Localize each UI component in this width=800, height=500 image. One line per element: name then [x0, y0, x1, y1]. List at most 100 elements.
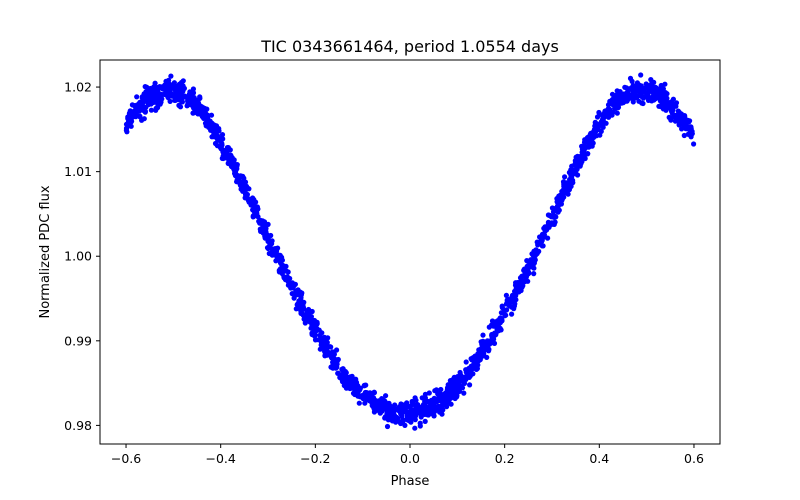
data-point [147, 97, 153, 103]
data-point [588, 139, 595, 145]
data-point [232, 171, 238, 177]
data-point [339, 379, 346, 385]
data-point [438, 386, 444, 393]
data-point [461, 390, 467, 396]
data-point [370, 395, 377, 401]
x-axis: −0.6 −0.4 −0.2 0.0 0.2 0.4 0.6 [111, 444, 704, 466]
data-point [319, 330, 325, 336]
data-point [561, 181, 567, 187]
data-point [262, 233, 268, 239]
data-point [288, 285, 294, 291]
data-point [258, 228, 264, 234]
data-point [314, 327, 320, 333]
data-point [285, 269, 291, 275]
data-point [687, 118, 693, 124]
data-point [303, 314, 309, 320]
data-point [579, 146, 586, 152]
data-point [383, 393, 389, 399]
data-point [491, 340, 498, 346]
data-point [167, 98, 173, 104]
data-point [566, 169, 573, 176]
data-point [142, 91, 148, 97]
data-point [463, 359, 469, 365]
data-point [499, 305, 505, 311]
data-point [134, 94, 140, 100]
data-point [137, 105, 143, 111]
data-point [513, 297, 519, 303]
y-tick-label: 1.01 [64, 164, 92, 179]
data-point [335, 370, 341, 376]
data-point [629, 93, 636, 99]
data-point [553, 205, 559, 211]
data-point [435, 391, 441, 397]
x-tick-label: −0.2 [300, 451, 330, 466]
data-point [329, 353, 335, 359]
data-point [520, 278, 527, 284]
data-point [627, 75, 634, 81]
data-point [595, 127, 601, 133]
data-point [407, 404, 413, 410]
data-point [328, 344, 334, 350]
data-point [524, 272, 530, 278]
data-point [546, 224, 552, 230]
data-point [155, 101, 161, 107]
data-point [432, 403, 438, 409]
data-point [485, 346, 491, 353]
data-point [436, 407, 442, 414]
data-point [666, 114, 672, 120]
data-point [208, 112, 215, 118]
data-point [162, 91, 168, 97]
data-point [417, 423, 423, 429]
data-point [516, 289, 522, 295]
data-point [292, 281, 298, 287]
data-point [153, 93, 159, 99]
data-point [457, 384, 463, 390]
data-point [607, 99, 613, 105]
data-point [422, 395, 428, 401]
data-point [129, 115, 135, 121]
data-point [682, 113, 688, 119]
data-point [653, 85, 659, 91]
data-point [585, 151, 591, 157]
data-point [478, 346, 484, 352]
data-point [630, 99, 636, 105]
data-point [422, 391, 428, 397]
data-point [207, 118, 213, 124]
data-point [621, 92, 627, 98]
data-point [320, 342, 326, 348]
data-point [250, 195, 256, 201]
data-point [191, 101, 198, 108]
data-point [564, 186, 571, 192]
data-point [129, 102, 135, 108]
data-point [225, 145, 231, 151]
data-point [570, 177, 576, 183]
data-point [566, 181, 572, 187]
data-point [531, 271, 537, 277]
data-point [386, 409, 392, 415]
x-tick-label: 0.6 [684, 451, 704, 466]
data-point [525, 262, 532, 268]
data-point [448, 401, 454, 407]
data-point [243, 183, 249, 189]
data-point [467, 382, 473, 388]
data-point [343, 385, 349, 391]
data-point [612, 103, 619, 109]
data-point [142, 84, 148, 90]
data-point [219, 155, 225, 161]
data-point [468, 363, 474, 369]
data-point [238, 186, 244, 192]
data-point [422, 418, 428, 424]
data-point [549, 205, 556, 211]
data-point [555, 209, 561, 215]
data-point [382, 398, 388, 404]
data-point [662, 81, 668, 87]
data-point [600, 124, 606, 130]
data-point [540, 243, 546, 249]
data-point [413, 413, 419, 419]
data-point [677, 117, 683, 123]
data-point [361, 383, 367, 389]
data-point [473, 360, 479, 366]
data-point [128, 119, 134, 125]
data-point [249, 200, 255, 206]
data-point [620, 100, 626, 106]
